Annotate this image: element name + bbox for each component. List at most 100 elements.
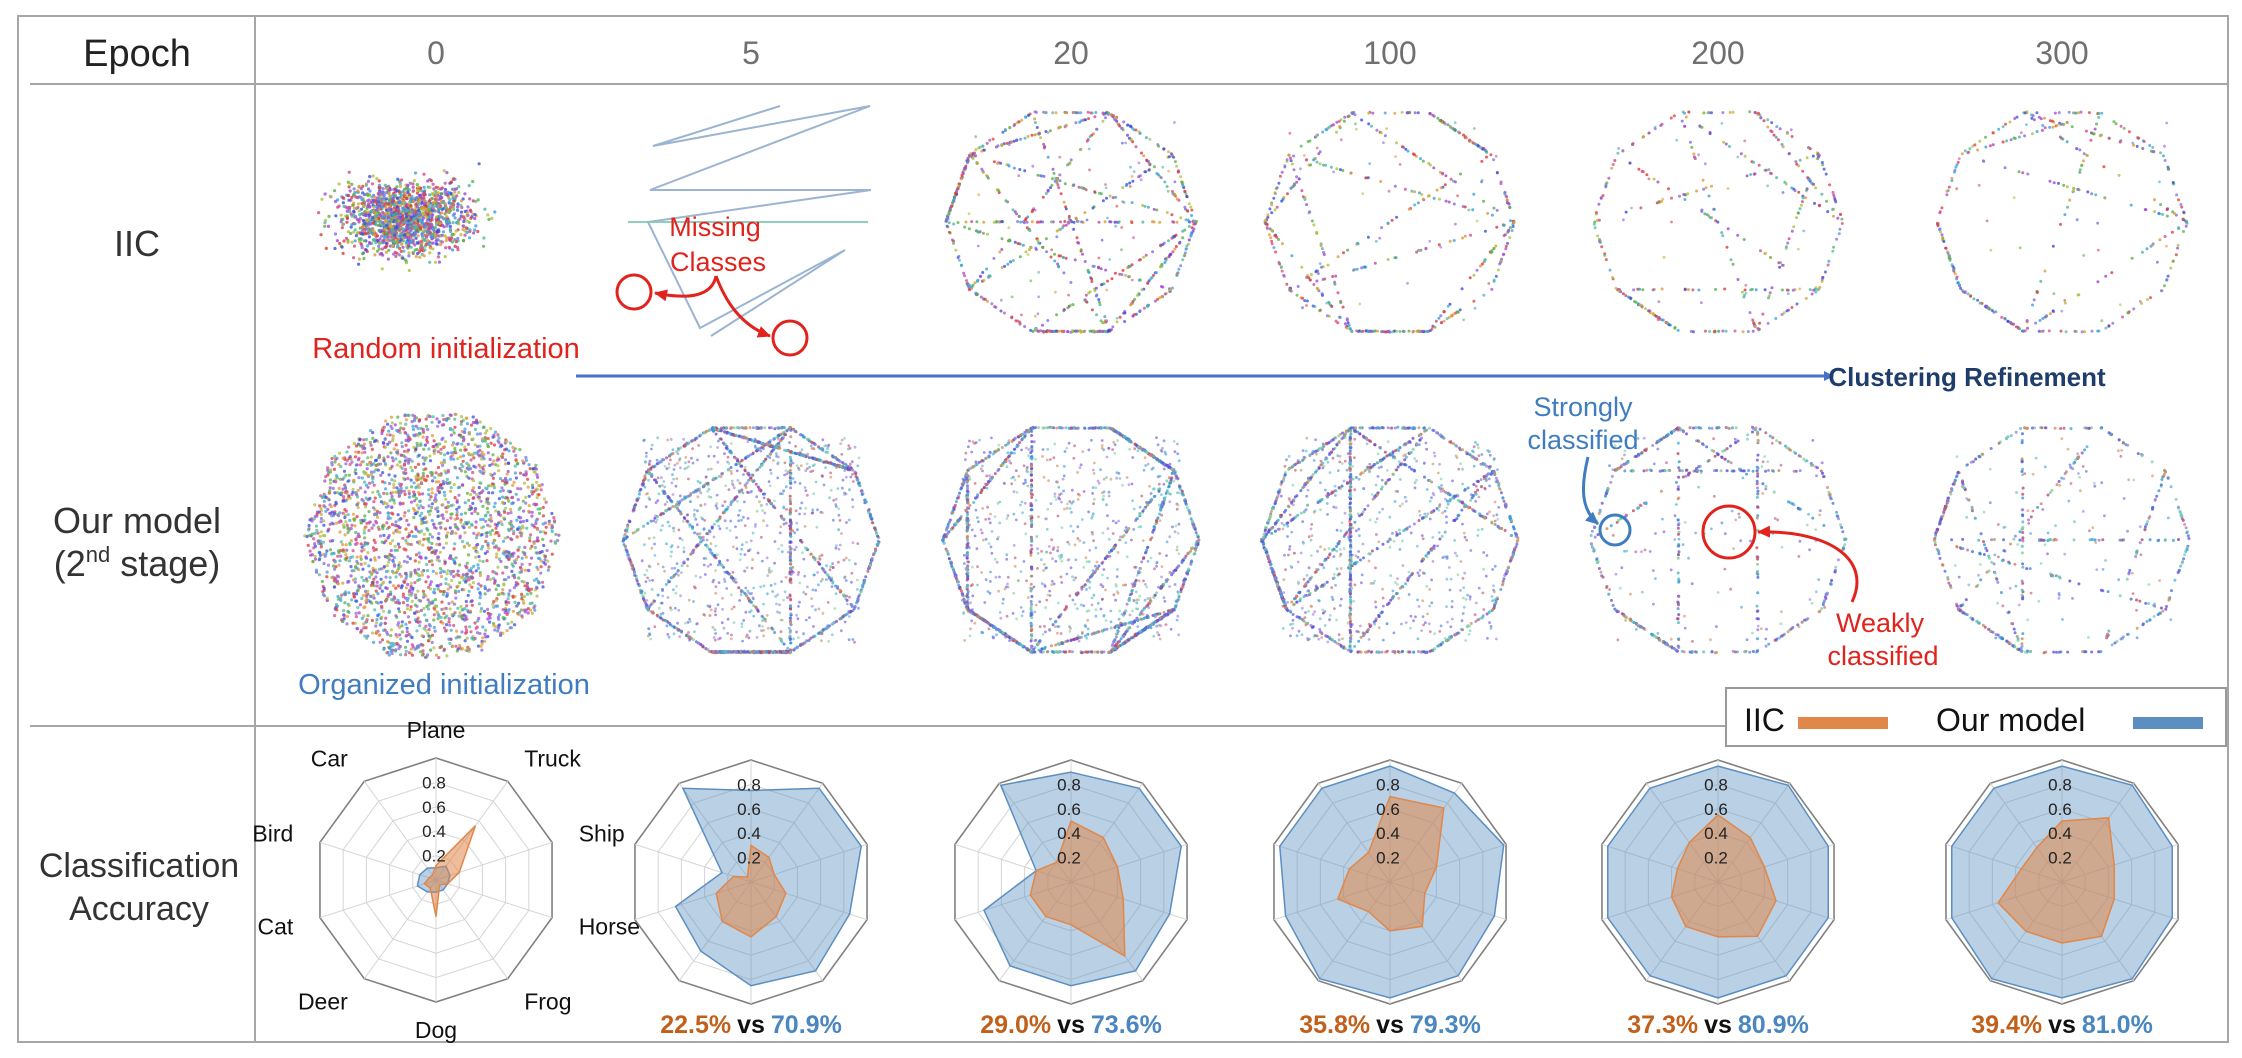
- radar-axis-label: Frog: [524, 988, 571, 1014]
- radar-spoke: [678, 783, 752, 883]
- legend-label-ours: Our model: [1936, 702, 2085, 738]
- radar-chart-epoch-0: 0.2 0.4 0.6 0.8 Plane Truck Ship Horse Frog Dog De…: [252, 717, 640, 1043]
- missing-classes-line2: Classes: [670, 247, 766, 277]
- radar-charts: 0.2 0.4 0.6 0.8 Plane Truck Ship Horse Frog Dog De…: [252, 717, 2179, 1043]
- radar-chart-epoch-5: 0.2 0.4 0.6 0.8 22.5% vs 70.9%: [634, 759, 868, 1039]
- radar-axis-label: Dog: [415, 1017, 457, 1043]
- radar-axis-label: Horse: [579, 913, 640, 939]
- accuracy-comparison: 39.4% vs 81.0%: [1971, 1011, 2153, 1039]
- ours-accuracy: 73.6%: [1091, 1011, 1162, 1039]
- radar-spoke: [435, 879, 509, 979]
- radar-tick-label: 0.4: [422, 822, 446, 841]
- epoch-labels: 0 5 20 100 200 300: [427, 35, 2089, 71]
- weakly-circle: [1701, 504, 1757, 560]
- missing-classes-line1: Missing: [669, 212, 761, 242]
- radar-tick-label: 0.6: [737, 800, 761, 819]
- radar-tick-label: 0.4: [737, 824, 761, 843]
- radar-tick-label: 0.2: [1704, 849, 1728, 868]
- strongly-classified-line1: Strongly: [1533, 392, 1633, 422]
- radar-spoke: [435, 879, 553, 919]
- accuracy-comparison: 35.8% vs 79.3%: [1299, 1011, 1481, 1039]
- epoch-label: 300: [2035, 35, 2088, 71]
- radar-tick-label: 0.8: [1704, 775, 1728, 794]
- iic-accuracy: 37.3%: [1627, 1011, 1698, 1039]
- radar-tick-label: 0.4: [2048, 824, 2072, 843]
- radar-series-iic: [1336, 795, 1445, 932]
- iic-epoch100-scatter: [1263, 110, 1516, 334]
- radar-tick-label: 0.6: [1057, 800, 1081, 819]
- radar-tick-label: 0.4: [1376, 824, 1400, 843]
- epoch-header: Epoch: [83, 33, 191, 75]
- iic-accuracy: 39.4%: [1971, 1011, 2042, 1039]
- missing-class-circle: [615, 273, 653, 311]
- random-init-label: Random initialization: [312, 333, 580, 365]
- legend-label-iic: IIC: [1744, 702, 1785, 738]
- iic-epoch5-cluster-lines: [646, 105, 872, 337]
- row-label-ours-line2: (2nd stage): [54, 542, 221, 584]
- epoch-label: 100: [1363, 35, 1416, 71]
- ours-accuracy: 81.0%: [2082, 1011, 2153, 1039]
- radar-series-iic: [1997, 817, 2115, 944]
- ours-accuracy: 79.3%: [1410, 1011, 1481, 1039]
- vs-label: vs: [2048, 1011, 2076, 1039]
- radar-tick-label: 0.2: [1376, 849, 1400, 868]
- weakly-classified-line1: Weakly: [1836, 608, 1925, 638]
- radar-tick-label: 0.8: [1057, 775, 1081, 794]
- radar-tick-label: 0.2: [422, 847, 446, 866]
- radar-tick-label: 0.2: [737, 849, 761, 868]
- weakly-classified-line2: classified: [1827, 641, 1938, 671]
- legend: IIC Our model: [1725, 687, 2227, 747]
- row-label-ours-line1: Our model: [53, 500, 221, 541]
- radar-chart-epoch-20: 0.2 0.4 0.6 0.8 29.0% vs 73.6%: [954, 759, 1188, 1039]
- missing-arrow-left: [654, 275, 718, 302]
- row-label-accuracy-line1: Classification: [39, 847, 239, 885]
- radar-series-iic: [423, 825, 477, 917]
- radar-axis-label: Deer: [298, 988, 348, 1014]
- radar-chart-epoch-100: 0.2 0.4 0.6 0.8 35.8% vs 79.3%: [1273, 759, 1507, 1039]
- legend-swatch-iic: [1798, 717, 1888, 729]
- radar-spoke: [363, 781, 437, 881]
- radar-series-iic: [1670, 813, 1777, 938]
- ours-accuracy: 70.9%: [771, 1011, 842, 1039]
- weakly-arrow: [1757, 525, 1859, 603]
- epoch-label: 0: [427, 35, 445, 71]
- ours-epoch200-scatter: [1589, 425, 1848, 655]
- radar-spoke: [363, 879, 437, 979]
- row-label-iic: IIC: [114, 223, 160, 264]
- vs-label: vs: [1057, 1011, 1085, 1039]
- ours-epoch20-scatter: [941, 425, 1201, 655]
- legend-swatch-ours: [2133, 717, 2203, 729]
- radar-tick-label: 0.4: [1057, 824, 1081, 843]
- ours-accuracy: 80.9%: [1738, 1011, 1809, 1039]
- vs-label: vs: [1704, 1011, 1732, 1039]
- radar-tick-label: 0.8: [2048, 775, 2072, 794]
- accuracy-comparison: 22.5% vs 70.9%: [660, 1011, 842, 1039]
- radar-chart-epoch-300: 0.2 0.4 0.6 0.8 39.4% vs 81.0%: [1945, 759, 2179, 1039]
- row-label-accuracy-line2: Accuracy: [69, 890, 209, 928]
- scatter-plots: [303, 110, 2191, 660]
- radar-axis-label: Truck: [524, 746, 581, 772]
- vs-label: vs: [737, 1011, 765, 1039]
- radar-tick-label: 0.2: [1057, 849, 1081, 868]
- ours-epoch300-scatter: [1932, 426, 2191, 655]
- radar-tick-label: 0.8: [737, 775, 761, 794]
- ours-epoch5-scatter: [621, 425, 881, 655]
- radar-tick-label: 0.8: [422, 773, 446, 792]
- accuracy-comparison: 29.0% vs 73.6%: [980, 1011, 1162, 1039]
- iic-accuracy: 22.5%: [660, 1011, 731, 1039]
- radar-tick-label: 0.6: [1704, 800, 1728, 819]
- radar-axis-label: Car: [311, 746, 348, 772]
- vs-label: vs: [1376, 1011, 1404, 1039]
- iic-epoch200-scatter: [1592, 110, 1844, 334]
- radar-axis-label: Plane: [407, 717, 466, 743]
- clustering-refinement-label: Clustering Refinement: [1828, 362, 2106, 392]
- iic-epoch300-scatter: [1936, 110, 2189, 334]
- radar-axis-label: Ship: [579, 821, 625, 847]
- ours-epoch100-scatter: [1260, 425, 1520, 655]
- radar-spoke: [634, 843, 752, 883]
- iic-epoch20-scatter: [944, 110, 1199, 334]
- ours-epoch0-scatter: [303, 412, 561, 660]
- strongly-classified-line2: classified: [1527, 425, 1638, 455]
- radar-tick-label: 0.6: [422, 798, 446, 817]
- radar-axis-label: Cat: [258, 913, 294, 939]
